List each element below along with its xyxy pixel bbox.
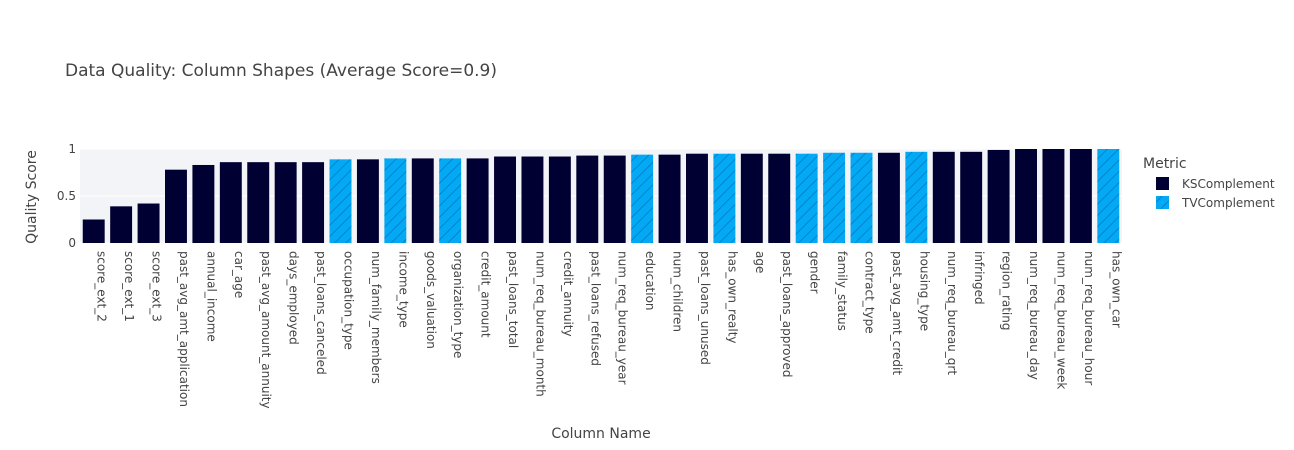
x-tick-label: gender bbox=[808, 251, 822, 294]
bar-housing-type[interactable] bbox=[905, 151, 928, 243]
x-tick-label: days_employed bbox=[287, 251, 301, 345]
bar-annual-income[interactable] bbox=[192, 164, 215, 243]
x-tick-label: age bbox=[753, 251, 767, 273]
legend-label[interactable]: TVComplement bbox=[1181, 196, 1275, 210]
bar-has-own-realty[interactable] bbox=[713, 153, 736, 243]
bar-gender[interactable] bbox=[795, 153, 818, 243]
x-tick-label: contract_type bbox=[863, 251, 877, 334]
bar-has-own-car[interactable] bbox=[1097, 149, 1120, 243]
bar-contract-type[interactable] bbox=[850, 152, 873, 243]
bar-income-type[interactable] bbox=[384, 158, 407, 243]
x-tick-label: num_req_bureau_day bbox=[1027, 251, 1041, 380]
bars bbox=[82, 149, 1120, 244]
x-tick-label: past_avg_amount_annuity bbox=[259, 251, 273, 409]
x-tick-label: region_rating bbox=[1000, 251, 1014, 330]
legend-swatch bbox=[1156, 196, 1169, 209]
x-tick-label: num_req_bureau_week bbox=[1054, 251, 1068, 389]
bar-car-age[interactable] bbox=[219, 162, 242, 243]
x-tick-label: credit_amount bbox=[479, 251, 493, 338]
bar-score-ext-3[interactable] bbox=[137, 203, 160, 243]
bar-past-avg-amount-annuity[interactable] bbox=[247, 162, 270, 243]
bar-past-loans-refused[interactable] bbox=[576, 155, 599, 243]
y-axis-label: Quality Score bbox=[24, 150, 40, 244]
y-tick-label: 0 bbox=[68, 236, 76, 250]
bar-credit-annuity[interactable] bbox=[548, 156, 571, 243]
bar-num-req-bureau-year[interactable] bbox=[603, 155, 626, 243]
y-tick-labels: 00.51 bbox=[57, 142, 76, 250]
x-tick-label: family_status bbox=[835, 251, 849, 331]
bar-infringed[interactable] bbox=[960, 151, 983, 243]
x-tick-label: num_req_bureau_hour bbox=[1082, 251, 1096, 385]
x-tick-label: occupation_type bbox=[342, 251, 356, 350]
bar-score-ext-2[interactable] bbox=[82, 219, 105, 244]
x-tick-label: credit_annuity bbox=[561, 251, 575, 337]
x-tick-label: education bbox=[643, 251, 657, 311]
x-tick-label: past_avg_amt_application bbox=[177, 251, 191, 407]
x-tick-label: organization_type bbox=[451, 251, 465, 358]
bar-occupation-type[interactable] bbox=[329, 159, 352, 243]
x-tick-label: past_avg_amt_credit bbox=[890, 251, 904, 375]
legend-title: Metric bbox=[1143, 156, 1187, 172]
x-tick-label: past_loans_unused bbox=[698, 251, 712, 365]
bar-num-req-bureau-day[interactable] bbox=[1015, 149, 1037, 243]
x-tick-label: num_req_bureau_qrt bbox=[945, 251, 959, 375]
x-tick-label: goods_valuation bbox=[424, 251, 438, 349]
bar-education[interactable] bbox=[631, 154, 654, 243]
x-tick-label: past_loans_approved bbox=[780, 251, 794, 378]
x-tick-label: score_ext_2 bbox=[95, 251, 109, 322]
y-tick-label: 0.5 bbox=[57, 189, 76, 203]
legend-swatch bbox=[1156, 177, 1169, 190]
bar-num-req-bureau-qrt[interactable] bbox=[932, 151, 955, 243]
chart-title: Data Quality: Column Shapes (Average Sco… bbox=[65, 61, 497, 81]
bar-num-children[interactable] bbox=[658, 154, 681, 243]
bar-past-loans-approved[interactable] bbox=[768, 153, 791, 243]
x-tick-label: score_ext_1 bbox=[122, 251, 136, 322]
x-tick-label: past_loans_canceled bbox=[314, 251, 328, 375]
bar-past-loans-total[interactable] bbox=[494, 156, 516, 243]
x-tick-label: income_type bbox=[396, 251, 410, 328]
bar-num-family-members[interactable] bbox=[356, 159, 379, 243]
bar-past-loans-canceled[interactable] bbox=[302, 162, 325, 243]
bar-region-rating[interactable] bbox=[987, 149, 1010, 243]
bar-goods-valuation[interactable] bbox=[411, 158, 434, 243]
x-tick-label: car_age bbox=[232, 251, 246, 298]
x-tick-label: num_req_bureau_month bbox=[533, 251, 547, 397]
bar-past-avg-amt-application[interactable] bbox=[165, 169, 187, 243]
y-tick-label: 1 bbox=[68, 142, 76, 156]
x-tick-label: num_req_bureau_year bbox=[616, 251, 630, 385]
x-tick-label: infringed bbox=[972, 251, 986, 305]
bar-num-req-bureau-week[interactable] bbox=[1042, 149, 1065, 243]
bar-score-ext-1[interactable] bbox=[110, 206, 133, 243]
x-tick-label: has_own_realty bbox=[725, 251, 739, 344]
x-tick-label: housing_type bbox=[917, 251, 931, 331]
x-tick-label: num_children bbox=[671, 251, 685, 332]
bar-family-status[interactable] bbox=[823, 152, 846, 243]
x-tick-labels: score_ext_2 score_ext_1 score_ext_3 past_av… bbox=[95, 251, 1124, 409]
bar-past-loans-unused[interactable] bbox=[686, 153, 708, 243]
bar-num-req-bureau-month[interactable] bbox=[521, 156, 544, 243]
x-tick-label: past_loans_refused bbox=[588, 251, 602, 366]
bar-credit-amount[interactable] bbox=[466, 158, 489, 243]
x-tick-label: has_own_car bbox=[1109, 251, 1123, 328]
bar-organization-type[interactable] bbox=[439, 158, 462, 243]
x-axis-label: Column Name bbox=[551, 426, 650, 442]
legend[interactable]: Metric KSComplement TVComplement bbox=[1143, 156, 1275, 210]
bar-past-avg-amt-credit[interactable] bbox=[877, 152, 900, 243]
bar-age[interactable] bbox=[740, 153, 763, 243]
x-tick-label: past_loans_total bbox=[506, 251, 520, 348]
bar-num-req-bureau-hour[interactable] bbox=[1069, 149, 1092, 243]
x-tick-label: num_family_members bbox=[369, 251, 383, 384]
legend-label[interactable]: KSComplement bbox=[1182, 177, 1275, 191]
x-tick-label: score_ext_3 bbox=[150, 251, 164, 322]
x-tick-label: annual_income bbox=[204, 251, 218, 342]
bar-days-employed[interactable] bbox=[274, 162, 297, 243]
